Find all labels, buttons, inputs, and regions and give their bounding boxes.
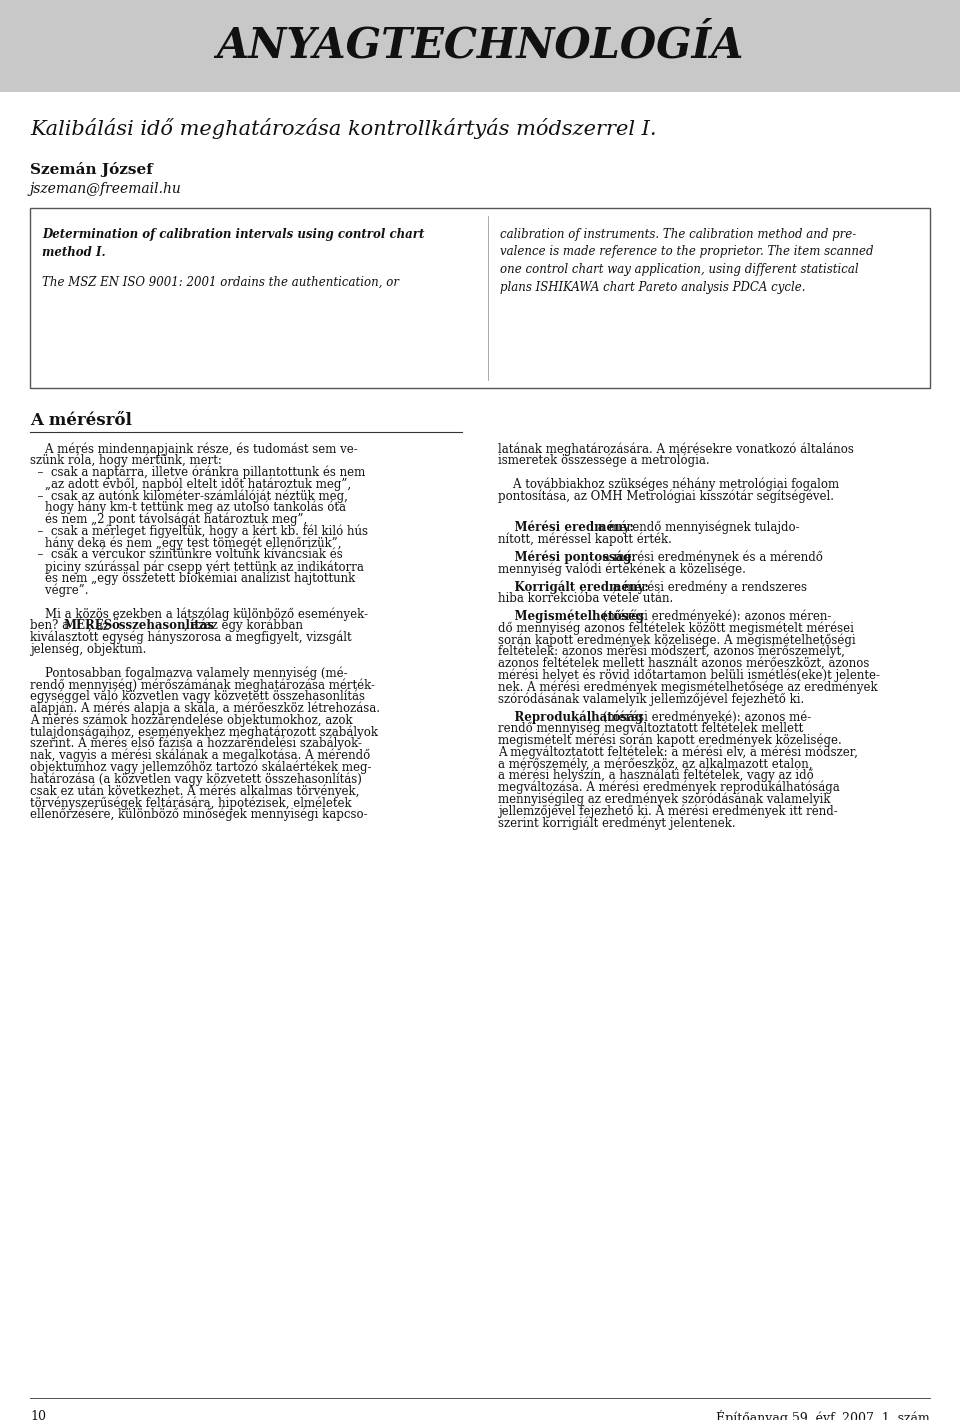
Text: törvényszerűségek feltárására, hipotézisek, elméletek: törvényszerűségek feltárására, hipotézis… [30,797,351,809]
Text: A mérés mindennapjaink része, és tudomást sem ve-: A mérés mindennapjaink része, és tudomás… [30,442,358,456]
Text: és nem „egy összetett biokémiai analízist hajtottunk: és nem „egy összetett biokémiai analízis… [30,572,355,585]
Text: csak ez után következhet. A mérés alkalmas törvények,: csak ez után következhet. A mérés alkalm… [30,784,359,798]
Text: feltételek: azonos mérési módszert, azonos mérőszemélyt,: feltételek: azonos mérési módszert, azon… [498,645,845,659]
Text: végre”.: végre”. [30,584,88,596]
Text: –  csak a naptárra, illetve óránkra pillantottunk és nem: – csak a naptárra, illetve óránkra pilla… [30,466,365,479]
Text: szóródásának valamelyik jellemzőjével fejezhető ki.: szóródásának valamelyik jellemzőjével fe… [498,692,804,706]
Text: alapján. A mérés alapja a skála, a mérőeszköz létrehozása.: alapján. A mérés alapja a skála, a mérőe… [30,701,380,716]
Text: mennyiség valódi értékének a közelisége.: mennyiség valódi értékének a közelisége. [498,562,746,575]
Text: Determination of calibration intervals using control chart
method I.: Determination of calibration intervals u… [42,229,424,258]
Text: Mérési eredmény:: Mérési eredmény: [498,521,634,534]
Text: során kapott eredmények közelisége. A megismételhetőségi: során kapott eredmények közelisége. A me… [498,633,855,646]
Text: határozása (a közvetlen vagy közvetett összehasonlítás): határozása (a közvetlen vagy közvetett ö… [30,772,362,785]
Text: szerint korrigiált eredményt jelentenek.: szerint korrigiált eredményt jelentenek. [498,816,735,829]
Bar [30,207,930,388]
Text: Kalibálási idő meghatározása kontrollkártyás módszerrel I.: Kalibálási idő meghatározása kontrollkár… [30,118,657,139]
Bar [0,0,960,92]
Text: dő mennyiség azonos feltételek között megismételt mérései: dő mennyiség azonos feltételek között me… [498,622,853,635]
Text: (mérési eredményeké): azonos mé-: (mérési eredményeké): azonos mé- [599,710,811,724]
Text: piciny szúrással pár csepp vért tettünk az indikátorra: piciny szúrással pár csepp vért tettünk … [30,559,364,574]
Text: megismételt mérési során kapott eredmények közelisége.: megismételt mérési során kapott eredmény… [498,734,842,747]
Text: összehasonlítás: összehasonlítás [111,619,214,632]
Text: „az adott évből, napból eltelt időt határoztuk meg”,: „az adott évből, napból eltelt időt hatá… [30,477,351,491]
Text: pontosítása, az OMH Metrológiai kisszótár segítségével.: pontosítása, az OMH Metrológiai kisszótá… [498,490,834,503]
Text: objektumhoz vagy jellemzőhöz tartozó skálaértékek meg-: objektumhoz vagy jellemzőhöz tartozó ská… [30,761,372,774]
Text: ellenőrzésére, különböző minőségek mennyiségi kapcso-: ellenőrzésére, különböző minőségek menny… [30,808,368,821]
Text: ben? a: ben? a [30,619,73,632]
Text: hiba korrekcióba vétele után.: hiba korrekcióba vétele után. [498,592,673,605]
Text: 10: 10 [30,1410,46,1420]
Text: jelenség, objektum.: jelenség, objektum. [30,643,146,656]
Text: Pontosabban fogalmazva valamely mennyiség (mé-: Pontosabban fogalmazva valamely mennyisé… [30,666,348,680]
Text: jellemzőjével fejezhető ki. A mérési eredmények itt rend-: jellemzőjével fejezhető ki. A mérési ere… [498,804,838,818]
Text: calibration of instruments. The calibration method and pre-
valence is made refe: calibration of instruments. The calibrat… [500,229,874,294]
Text: hogy hány km-t tettünk meg az utolsó tankolás óta: hogy hány km-t tettünk meg az utolsó tan… [30,501,346,514]
Text: ANYAGTECHNOLOGÍA: ANYAGTECHNOLOGÍA [216,26,744,67]
Text: , azaz egy korábban: , azaz egy korábban [183,619,302,632]
Text: szünk róla, hogy mértünk, mert:: szünk róla, hogy mértünk, mert: [30,454,222,467]
Text: hány deka és nem „egy test tömegét ellenőrizük”,: hány deka és nem „egy test tömegét ellen… [30,537,342,550]
Text: megváltozása. A mérési eredmények reprodukálhatósága: megváltozása. A mérési eredmények reprod… [498,781,840,794]
Text: a mérési eredménynek és a mérendő: a mérési eredménynek és a mérendő [599,551,823,564]
Text: Megismételhetőség: Megismételhetőség [498,609,644,623]
Text: szerint. A mérés első fázisa a hozzárendelési szabályok-: szerint. A mérés első fázisa a hozzárend… [30,737,362,751]
Text: Mérési pontosság:: Mérési pontosság: [498,551,636,564]
Text: Reprodukálhatóság: Reprodukálhatóság [498,710,643,724]
Text: a mérési eredmény a rendszeres: a mérési eredmény a rendszeres [609,579,806,594]
Text: latának meghatározására. A mérésekre vonatkozó általános: latának meghatározására. A mérésekre von… [498,442,853,456]
Text: (mérési eredményeké): azonos méren-: (mérési eredményeké): azonos méren- [599,609,831,623]
Text: kiválasztott egység hányszorosa a megfigyelt, vizsgált: kiválasztott egység hányszorosa a megfig… [30,630,351,645]
Text: The MSZ EN ISO 9001: 2001 ordains the authentication, or: The MSZ EN ISO 9001: 2001 ordains the au… [42,275,399,290]
Text: Építőanyag 59. évf. 2007. 1. szám: Építőanyag 59. évf. 2007. 1. szám [716,1410,930,1420]
Text: a mérőszemély, a mérőeszköz, az alkalmazott etalon,: a mérőszemély, a mérőeszköz, az alkalmaz… [498,757,812,771]
Text: –  csak az autónk kilométer-számlálóját néztük meg,: – csak az autónk kilométer-számlálóját n… [30,490,348,503]
Text: a mérendő mennyiségnek tulajdo-: a mérendő mennyiségnek tulajdo- [594,521,800,534]
Text: tulajdonságaihoz, eseményekhez meghatározott szabályok: tulajdonságaihoz, eseményekhez meghatáro… [30,726,378,738]
Text: A mérésről: A mérésről [30,412,132,429]
Text: azonos feltételek mellett használt azonos mérőeszközt, azonos: azonos feltételek mellett használt azono… [498,657,870,670]
Text: nek. A mérési eredmények megismételhetősége az eredmények: nek. A mérési eredmények megismételhetős… [498,680,877,694]
Text: A továbbiakhoz szükséges néhány metrológiai fogalom: A továbbiakhoz szükséges néhány metrológ… [498,477,839,491]
Text: nak, vagyis a mérési skálának a megalkotása. A mérendő: nak, vagyis a mérési skálának a megalkot… [30,748,371,763]
Text: A mérés számok hozzárendelése objektumokhoz, azok: A mérés számok hozzárendelése objektumok… [30,713,352,727]
Text: mérési helyet és rövid időtartamon belüli ismétlés(eke)t jelente-: mérési helyet és rövid időtartamon belül… [498,669,880,682]
Text: a mérési helyszín, a használati feltételek, vagy az idő: a mérési helyszín, a használati feltétel… [498,770,814,782]
Text: mennyiségileg az eredmények szóródásának valamelyik: mennyiségileg az eredmények szóródásának… [498,792,830,807]
Text: Korrigált eredmény:: Korrigált eredmény: [498,579,649,594]
Text: A megváltoztatott feltételek: a mérési elv, a mérési módszer,: A megváltoztatott feltételek: a mérési e… [498,746,858,758]
Text: nított, méréssel kapott érték.: nított, méréssel kapott érték. [498,532,672,547]
Text: Szemán József: Szemán József [30,162,153,178]
Text: –  csak a mérleget figyeltük, hogy a kért kb. fél kiló hús: – csak a mérleget figyeltük, hogy a kért… [30,524,368,538]
Text: –  csak a vércukor szintünkre voltunk kíváncsiak és: – csak a vércukor szintünkre voltunk kív… [30,548,343,561]
Text: ismeretek összessége a metrológia.: ismeretek összessége a metrológia. [498,454,709,467]
Text: egységgel való közvetlen vagy közvetett összehasonlítás: egységgel való közvetlen vagy közvetett … [30,690,365,703]
Text: ; az: ; az [87,619,112,632]
Text: jszeman@freemail.hu: jszeman@freemail.hu [30,182,181,196]
Text: rendő mennyiség) mérőszámának meghatározása mérték-: rendő mennyiség) mérőszámának meghatároz… [30,677,375,692]
Text: és nem „2 pont távolságát határoztuk meg”,: és nem „2 pont távolságát határoztuk meg… [30,513,307,527]
Text: Mi a közös ezekben a látszólag különböző események-: Mi a közös ezekben a látszólag különböző… [30,608,368,621]
Text: MÉRÉS: MÉRÉS [63,619,113,632]
Text: rendő mennyiség megváltoztatott feltételek mellett: rendő mennyiség megváltoztatott feltétel… [498,721,804,736]
